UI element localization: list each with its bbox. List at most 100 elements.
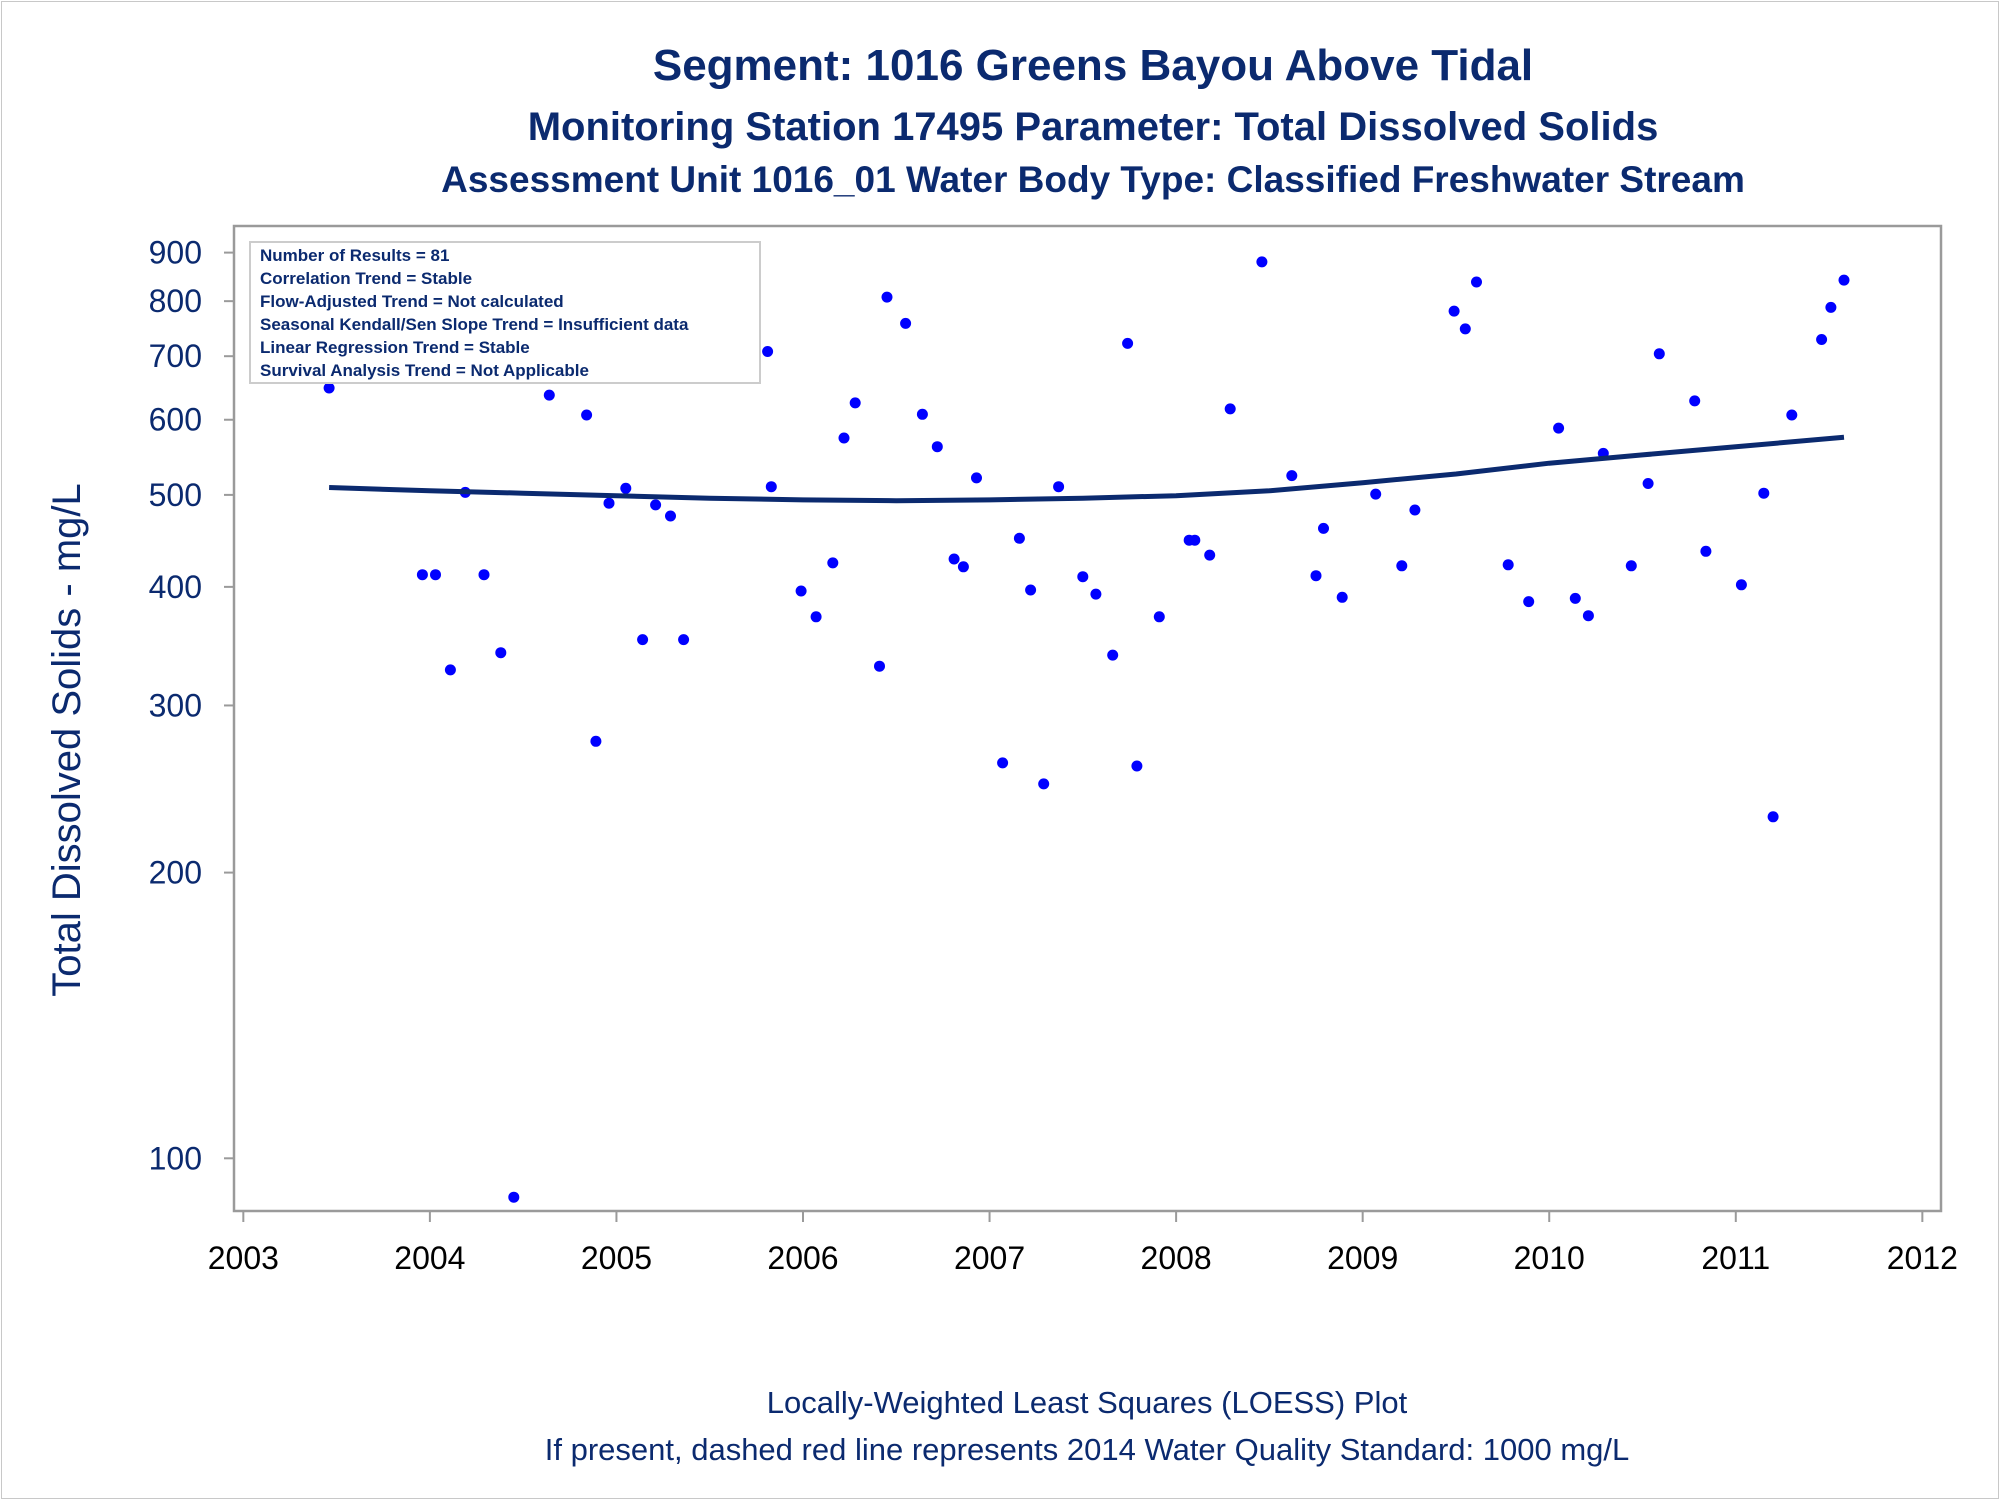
data-point [323, 382, 335, 394]
x-tick-label: 2012 [1887, 1240, 1958, 1276]
data-point [1370, 488, 1382, 500]
data-point [1689, 395, 1701, 407]
data-point [1502, 559, 1514, 571]
x-tick-label: 2008 [1141, 1240, 1212, 1276]
data-point [1090, 588, 1102, 600]
y-axis-label: Total Dissolved Solids - mg/L [45, 483, 89, 997]
data-point [1204, 549, 1216, 561]
x-tick-label: 2010 [1514, 1240, 1585, 1276]
y-tick-label: 100 [149, 1140, 202, 1176]
footnote-standard: If present, dashed red line represents 2… [545, 1432, 1630, 1467]
x-tick-label: 2003 [208, 1240, 279, 1276]
data-point [1336, 591, 1348, 603]
data-point [810, 611, 822, 623]
data-point [948, 553, 960, 565]
x-tick-label: 2009 [1327, 1240, 1398, 1276]
y-tick-label: 800 [149, 283, 202, 319]
y-tick-label: 700 [149, 338, 202, 374]
stats-box: Number of Results = 81 Correlation Trend… [249, 241, 761, 384]
data-point [1038, 778, 1050, 790]
data-point [1653, 348, 1665, 360]
data-point [957, 561, 969, 573]
data-point [1013, 532, 1025, 544]
data-point [1318, 522, 1329, 534]
data-point [416, 569, 428, 581]
data-point [1459, 323, 1471, 335]
data-point [916, 408, 928, 420]
stats-box-border [249, 241, 761, 384]
data-point [1310, 570, 1322, 582]
stats-line: Linear Regression Trend = Stable [260, 338, 530, 357]
data-point [1816, 334, 1828, 345]
chart-title: Segment: 1016 Greens Bayou Above Tidal [653, 41, 1533, 90]
data-point [678, 634, 690, 646]
y-tick-label: 200 [149, 855, 202, 891]
data-point [1625, 560, 1637, 572]
data-point [849, 397, 861, 409]
data-point [581, 409, 593, 421]
data-point [900, 317, 912, 329]
stats-line: Correlation Trend = Stable [260, 269, 472, 288]
y-tick-label: 300 [149, 687, 202, 723]
x-tick-label: 2007 [954, 1240, 1025, 1276]
data-point [478, 569, 490, 581]
stats-line: Survival Analysis Trend = Not Applicable [260, 361, 589, 380]
data-point [543, 389, 555, 401]
x-tick-label: 2006 [767, 1240, 838, 1276]
x-tick-label: 2005 [581, 1240, 652, 1276]
stats-line: Number of Results = 81 [260, 246, 449, 265]
data-point [1700, 545, 1712, 557]
data-point [1409, 504, 1421, 516]
data-point [881, 291, 893, 303]
data-point [931, 441, 943, 453]
loess-line [329, 434, 1845, 504]
data-point [1256, 256, 1268, 268]
data-point [1286, 470, 1298, 482]
data-point [650, 499, 662, 511]
data-point [1025, 584, 1037, 596]
chart-subtitle-2: Assessment Unit 1016_01 Water Body Type:… [441, 159, 1745, 200]
data-point [795, 585, 807, 597]
data-point [1758, 487, 1770, 499]
y-tick-label: 600 [149, 402, 202, 438]
stats-line: Flow-Adjusted Trend = Not calculated [260, 292, 564, 311]
data-point [971, 472, 982, 484]
data-point [1569, 592, 1581, 604]
data-point [1448, 305, 1460, 317]
data-point [765, 481, 777, 493]
data-point [603, 497, 615, 509]
data-point [1396, 560, 1408, 572]
data-point [1122, 337, 1134, 349]
data-point [508, 1191, 520, 1203]
data-point [1077, 571, 1089, 583]
data-point [620, 482, 632, 494]
data-marks [323, 256, 1850, 1203]
y-tick-label: 400 [149, 569, 202, 605]
data-point [1189, 534, 1201, 546]
data-point [1582, 610, 1594, 622]
data-point [1471, 276, 1482, 288]
data-point [997, 757, 1009, 769]
data-point [590, 735, 602, 747]
stats-line: Seasonal Kendall/Sen Slope Trend = Insuf… [260, 315, 689, 334]
data-point [1053, 481, 1065, 493]
data-point [1838, 274, 1850, 286]
data-point [838, 432, 850, 444]
data-point [430, 569, 441, 581]
plot-area [232, 224, 1943, 1213]
data-point [1153, 611, 1165, 623]
footnote-loess: Locally-Weighted Least Squares (LOESS) P… [767, 1385, 1408, 1420]
data-point [1825, 301, 1837, 313]
chart-subtitle: Monitoring Station 17495 Parameter: Tota… [528, 105, 1659, 149]
data-point [637, 634, 649, 646]
x-tick-label: 2004 [394, 1240, 465, 1276]
data-point [665, 510, 676, 522]
x-axis: 2003 2004 2005 2006 2007 2008 2009 2010 2011 2012 [208, 1211, 1958, 1276]
x-tick-label: 2011 [1701, 1240, 1770, 1276]
data-point [495, 647, 507, 659]
data-point [874, 660, 885, 672]
y-tick-label: 500 [149, 477, 202, 513]
data-point [1224, 403, 1236, 415]
